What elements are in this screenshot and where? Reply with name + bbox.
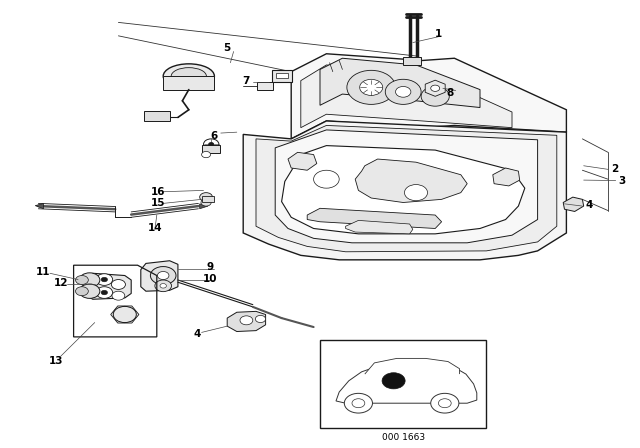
Text: 000 1663: 000 1663 xyxy=(381,433,425,442)
Polygon shape xyxy=(493,168,520,186)
Circle shape xyxy=(112,291,125,300)
Text: 15: 15 xyxy=(151,198,165,208)
Circle shape xyxy=(160,284,166,288)
Circle shape xyxy=(438,399,451,408)
Polygon shape xyxy=(275,130,538,243)
Circle shape xyxy=(150,267,176,284)
Ellipse shape xyxy=(163,64,214,89)
Circle shape xyxy=(428,83,442,93)
Polygon shape xyxy=(355,159,467,202)
Circle shape xyxy=(385,79,421,104)
Polygon shape xyxy=(163,76,214,90)
Polygon shape xyxy=(200,204,208,209)
Bar xyxy=(202,145,220,153)
Circle shape xyxy=(96,274,113,285)
Circle shape xyxy=(76,276,88,284)
Text: 13: 13 xyxy=(49,356,63,366)
Text: 16: 16 xyxy=(151,187,165,197)
Text: 9: 9 xyxy=(206,262,214,271)
Circle shape xyxy=(96,287,113,298)
Polygon shape xyxy=(563,197,584,211)
Polygon shape xyxy=(227,311,266,332)
Bar xyxy=(276,73,288,78)
Polygon shape xyxy=(243,121,566,260)
Polygon shape xyxy=(288,152,317,170)
Text: 3: 3 xyxy=(618,176,626,185)
Text: 7: 7 xyxy=(243,76,250,86)
Circle shape xyxy=(209,142,214,146)
Circle shape xyxy=(347,70,396,104)
Circle shape xyxy=(352,399,365,408)
Circle shape xyxy=(382,373,405,389)
Text: 1: 1 xyxy=(435,29,442,39)
Circle shape xyxy=(396,86,411,97)
Text: 12: 12 xyxy=(54,278,68,288)
Bar xyxy=(144,111,170,121)
Text: 14: 14 xyxy=(148,223,162,233)
Circle shape xyxy=(360,79,383,95)
Circle shape xyxy=(200,193,212,202)
Circle shape xyxy=(421,86,449,106)
Polygon shape xyxy=(346,220,413,234)
Polygon shape xyxy=(141,261,178,291)
Polygon shape xyxy=(307,208,442,228)
Polygon shape xyxy=(365,358,460,374)
Bar xyxy=(257,82,273,90)
Bar xyxy=(272,70,292,82)
Polygon shape xyxy=(425,80,445,96)
Polygon shape xyxy=(282,146,525,234)
Text: 2: 2 xyxy=(611,164,618,174)
Circle shape xyxy=(344,393,372,413)
Text: 4: 4 xyxy=(193,329,201,339)
Text: 11: 11 xyxy=(36,267,51,277)
Circle shape xyxy=(79,284,100,298)
Text: 8: 8 xyxy=(446,88,454,98)
Circle shape xyxy=(113,306,136,323)
Polygon shape xyxy=(320,58,480,108)
Circle shape xyxy=(202,151,211,158)
Polygon shape xyxy=(336,362,477,403)
Polygon shape xyxy=(86,273,131,299)
Circle shape xyxy=(79,273,100,287)
Circle shape xyxy=(76,287,88,296)
Polygon shape xyxy=(291,54,566,139)
Bar xyxy=(403,57,421,65)
Circle shape xyxy=(314,170,339,188)
Circle shape xyxy=(155,280,172,292)
Circle shape xyxy=(255,315,266,323)
Circle shape xyxy=(404,185,428,201)
Circle shape xyxy=(201,199,211,206)
Circle shape xyxy=(431,393,459,413)
Circle shape xyxy=(111,280,125,289)
Text: 4: 4 xyxy=(585,200,593,210)
Circle shape xyxy=(101,277,108,282)
Polygon shape xyxy=(256,125,557,252)
Polygon shape xyxy=(111,306,139,323)
Ellipse shape xyxy=(172,68,206,85)
Circle shape xyxy=(240,316,253,325)
Bar xyxy=(202,196,214,202)
Circle shape xyxy=(101,290,108,295)
Polygon shape xyxy=(35,203,44,209)
Circle shape xyxy=(431,85,440,91)
Circle shape xyxy=(120,311,130,318)
Text: 6: 6 xyxy=(211,131,218,141)
Bar xyxy=(320,340,486,428)
Text: 5: 5 xyxy=(223,43,231,53)
Circle shape xyxy=(204,139,219,150)
Circle shape xyxy=(157,271,169,280)
Text: 10: 10 xyxy=(203,274,217,284)
Polygon shape xyxy=(301,65,512,128)
